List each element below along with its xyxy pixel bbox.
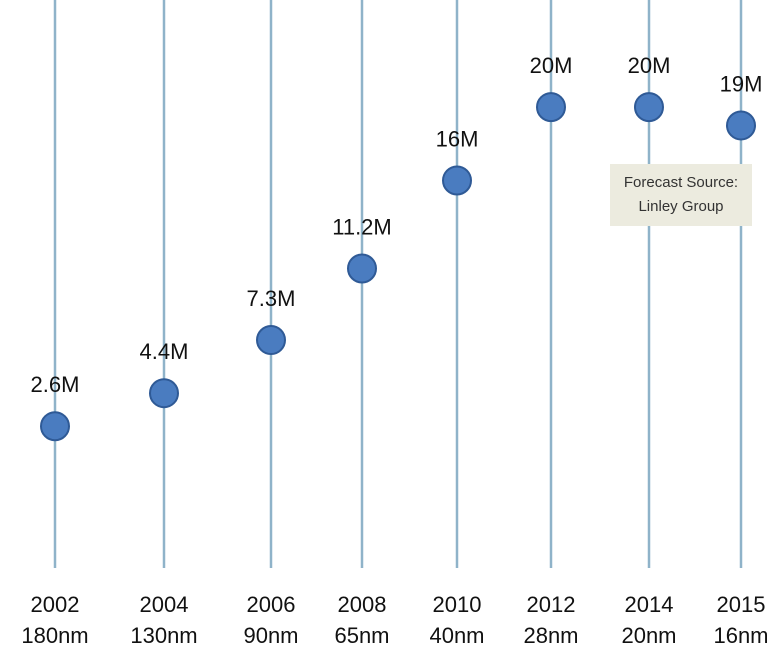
value-label-2006: 7.3M <box>247 286 296 311</box>
data-point-2008 <box>347 253 377 284</box>
tick-year-2012: 2012 <box>527 592 576 617</box>
x-tick-labels: 2002 180nm 2004 130nm 2006 90nm 2008 65nm 2010 40… <box>21 592 768 648</box>
tick-year-2014: 2014 <box>625 592 674 617</box>
tick-year-2008: 2008 <box>338 592 387 617</box>
data-point-2015 <box>726 110 756 141</box>
forecast-source-annotation: Forecast Source: Linley Group <box>610 164 752 226</box>
tick-node-16nm: 16nm <box>713 623 768 648</box>
value-label-2010: 16M <box>436 126 479 151</box>
tick-node-65nm: 65nm <box>334 623 389 648</box>
value-label-2014: 20M <box>628 53 671 78</box>
data-point-2002 <box>40 411 70 442</box>
tick-year-2002: 2002 <box>31 592 80 617</box>
value-label-2012: 20M <box>530 53 573 78</box>
value-label-2002: 2.6M <box>31 372 80 397</box>
value-label-2008: 11.2M <box>332 214 392 239</box>
value-label-2004: 4.4M <box>140 339 189 364</box>
annotation-line-1: Forecast Source: <box>623 174 739 191</box>
tick-year-2006: 2006 <box>247 592 296 617</box>
data-point-2004 <box>149 378 179 409</box>
tick-node-28nm: 28nm <box>523 623 578 648</box>
data-point-2006 <box>256 325 286 356</box>
tick-year-2015: 2015 <box>717 592 766 617</box>
data-markers <box>40 92 756 442</box>
tick-node-90nm: 90nm <box>243 623 298 648</box>
tick-year-2010: 2010 <box>433 592 482 617</box>
annotation-line-2: Linley Group <box>638 198 724 215</box>
data-point-2014 <box>634 92 664 123</box>
tick-node-130nm: 130nm <box>130 623 197 648</box>
tick-year-2004: 2004 <box>140 592 189 617</box>
value-label-2015: 19M <box>720 71 763 96</box>
tick-node-40nm: 40nm <box>429 623 484 648</box>
tick-node-20nm: 20nm <box>621 623 676 648</box>
tick-node-180nm: 180nm <box>21 623 88 648</box>
data-point-2010 <box>442 165 472 196</box>
value-labels: 2.6M 4.4M 7.3M 11.2M 16M 20M 20M 19M <box>31 53 763 397</box>
data-point-2012 <box>536 92 566 123</box>
stem-lines <box>53 0 743 568</box>
